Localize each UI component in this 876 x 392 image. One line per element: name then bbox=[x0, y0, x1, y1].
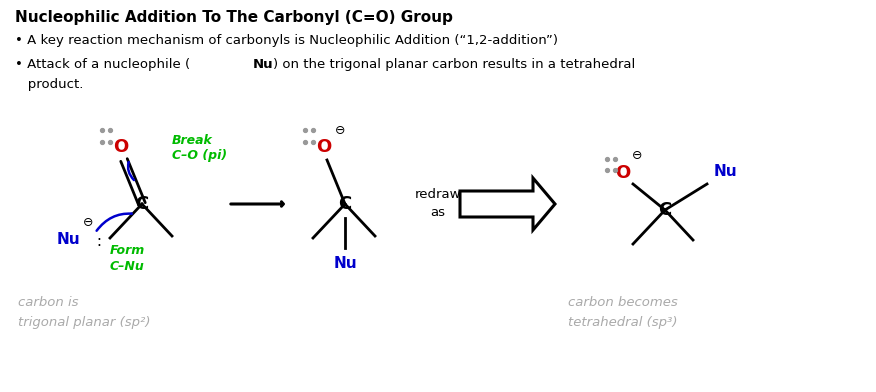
Text: C–Nu: C–Nu bbox=[110, 260, 145, 272]
Text: as: as bbox=[430, 205, 446, 218]
Text: carbon is: carbon is bbox=[18, 296, 79, 309]
Text: C: C bbox=[659, 201, 672, 219]
Text: ⊖: ⊖ bbox=[632, 149, 642, 163]
Text: :: : bbox=[92, 234, 102, 249]
Text: carbon becomes: carbon becomes bbox=[568, 296, 678, 309]
Text: C–O (pi): C–O (pi) bbox=[172, 149, 227, 163]
Text: Nu: Nu bbox=[713, 165, 737, 180]
Text: Nu: Nu bbox=[253, 58, 273, 71]
Text: O: O bbox=[615, 164, 631, 182]
Text: ⊖: ⊖ bbox=[335, 123, 345, 136]
Text: Form: Form bbox=[110, 243, 145, 256]
Text: redraw: redraw bbox=[414, 189, 462, 201]
Text: Nucleophilic Addition To The Carbonyl (C=O) Group: Nucleophilic Addition To The Carbonyl (C… bbox=[15, 10, 453, 25]
Text: Nu: Nu bbox=[333, 256, 357, 272]
Text: • Attack of a nucleophile (: • Attack of a nucleophile ( bbox=[15, 58, 190, 71]
Text: trigonal planar (sp²): trigonal planar (sp²) bbox=[18, 316, 151, 329]
Text: C: C bbox=[136, 195, 149, 213]
Text: Break: Break bbox=[172, 134, 213, 147]
FancyArrowPatch shape bbox=[96, 214, 131, 231]
FancyArrowPatch shape bbox=[128, 162, 134, 180]
Text: product.: product. bbox=[15, 78, 83, 91]
Text: ⊖: ⊖ bbox=[82, 216, 93, 229]
Text: O: O bbox=[113, 138, 129, 156]
Text: • A key reaction mechanism of carbonyls is Nucleophilic Addition (“1,2-addition”: • A key reaction mechanism of carbonyls … bbox=[15, 34, 558, 47]
Text: tetrahedral (sp³): tetrahedral (sp³) bbox=[568, 316, 677, 329]
Text: ) on the trigonal planar carbon results in a tetrahedral: ) on the trigonal planar carbon results … bbox=[273, 58, 635, 71]
Text: Nu: Nu bbox=[56, 232, 80, 247]
Text: O: O bbox=[316, 138, 332, 156]
Text: C: C bbox=[338, 195, 351, 213]
